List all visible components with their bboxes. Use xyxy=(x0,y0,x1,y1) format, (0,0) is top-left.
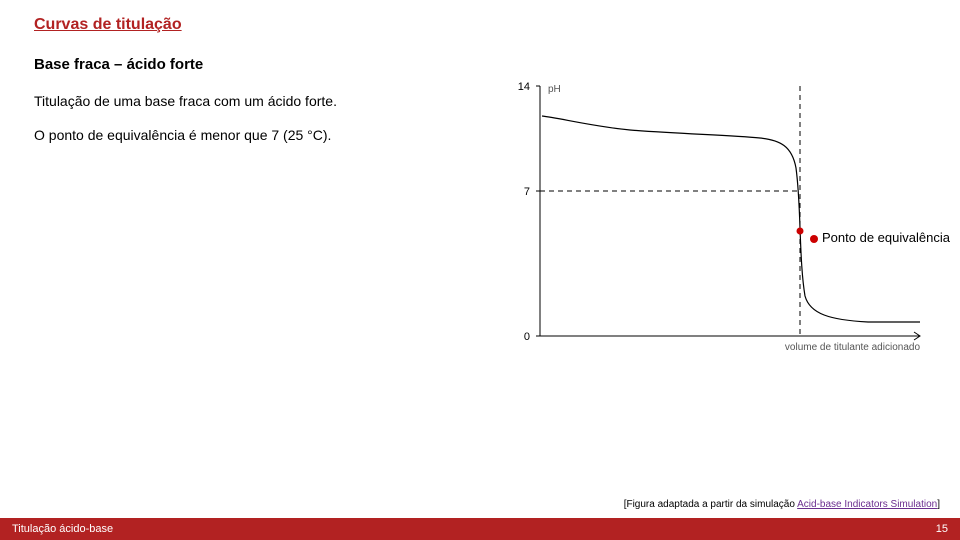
x-axis-label: volume de titulante adicionado xyxy=(785,342,921,353)
titration-chart: 14 7 0 pH volume de titulante adicionado… xyxy=(500,78,930,358)
equivalence-dot-icon xyxy=(810,235,818,243)
equivalence-label: Ponto de equivalência xyxy=(810,230,950,245)
ytick-label-7: 7 xyxy=(524,186,530,198)
titration-curve xyxy=(542,116,920,322)
slide: Curvas de titulação Base fraca – ácido f… xyxy=(0,0,960,540)
equivalence-point xyxy=(797,228,804,235)
footer-bar: Titulação ácido-base 15 xyxy=(0,518,960,540)
credit-link[interactable]: Acid-base Indicators Simulation xyxy=(797,499,937,510)
slide-title: Curvas de titulação xyxy=(34,16,940,34)
credit-prefix: [Figura adaptada a partir da simulação xyxy=(624,499,797,510)
chart-svg: 14 7 0 pH volume de titulante adicionado xyxy=(500,78,930,358)
footer-page-number: 15 xyxy=(936,523,948,535)
y-axis-label: pH xyxy=(548,84,561,95)
credit-suffix: ] xyxy=(937,499,940,510)
figure-credit: [Figura adaptada a partir da simulação A… xyxy=(624,499,940,510)
equivalence-label-text: Ponto de equivalência xyxy=(822,230,950,245)
footer-left: Titulação ácido-base xyxy=(12,523,113,535)
ytick-label-0: 0 xyxy=(524,331,530,343)
slide-subtitle: Base fraca – ácido forte xyxy=(34,56,940,73)
ytick-label-14: 14 xyxy=(518,81,530,93)
